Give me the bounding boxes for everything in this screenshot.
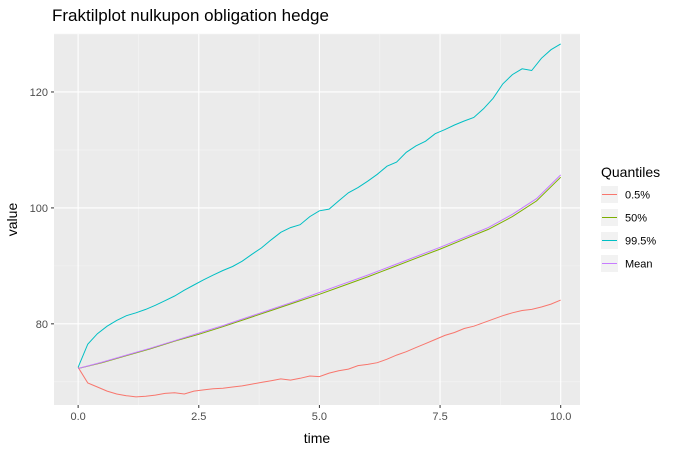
grid-minor — [54, 33, 580, 405]
y-tick-label: 100 — [30, 203, 48, 215]
y-tick-label: 120 — [30, 87, 48, 99]
legend-label: 0.5% — [625, 190, 650, 202]
y-axis: 80 100 120 — [30, 87, 54, 331]
y-axis-title: value — [4, 203, 20, 237]
legend: Quantiles 0.5% 50% 99.5% Mean — [601, 164, 660, 272]
x-tick-label: 7.5 — [432, 411, 447, 423]
series-line-0.5% — [77, 299, 561, 398]
x-tick-label: 10.0 — [550, 411, 571, 423]
legend-label: 99.5% — [625, 236, 656, 248]
legend-title: Quantiles — [601, 164, 660, 180]
series-line-Mean — [77, 174, 562, 369]
x-axis: 0.0 2.5 5.0 7.5 10.0 — [70, 405, 571, 423]
x-tick-label: 0.0 — [70, 411, 85, 423]
x-tick-label: 2.5 — [191, 411, 206, 423]
plot-panel — [54, 34, 580, 405]
grid-major — [54, 34, 580, 405]
series-line-50% — [77, 176, 562, 369]
x-axis-title: time — [304, 430, 331, 446]
y-tick-label: 80 — [36, 319, 48, 331]
series-layer — [77, 43, 562, 398]
legend-label: Mean — [625, 259, 653, 271]
x-tick-label: 5.0 — [312, 411, 327, 423]
chart-title: Fraktilplot nulkupon obligation hedge — [52, 6, 329, 25]
legend-label: 50% — [625, 213, 647, 225]
series-line-99.5% — [77, 43, 561, 368]
